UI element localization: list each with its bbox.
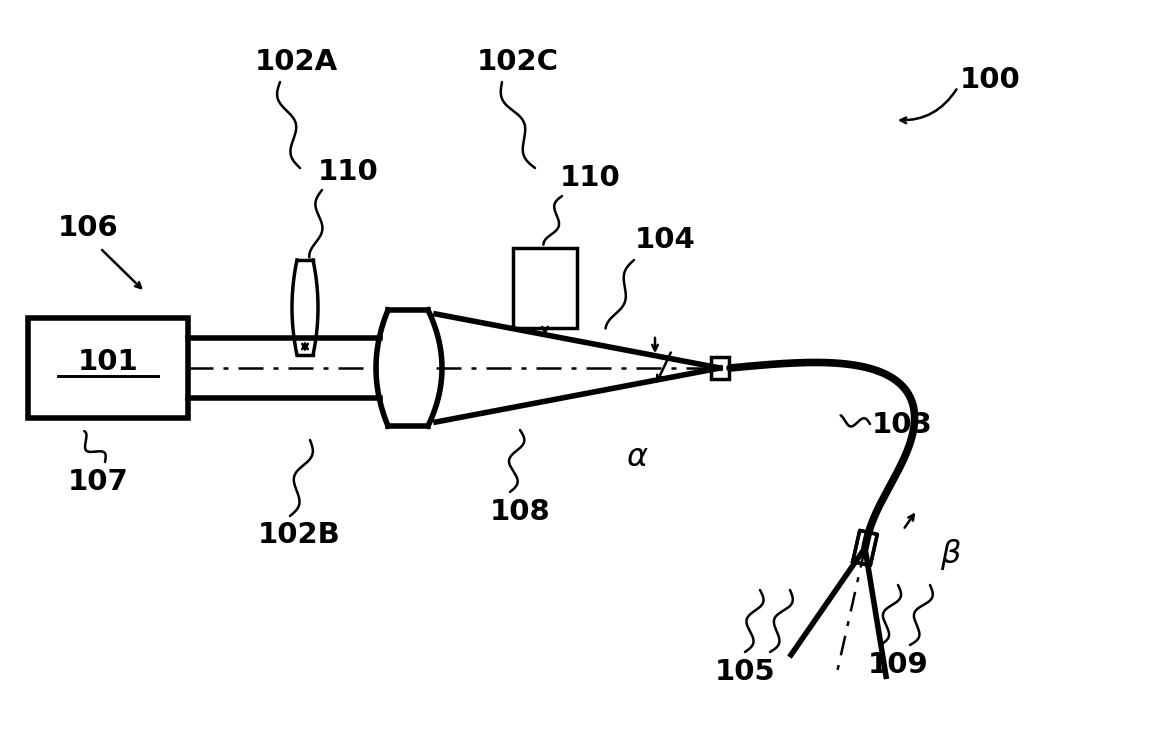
- Text: $\beta$: $\beta$: [940, 537, 962, 572]
- Text: 103: 103: [872, 411, 933, 439]
- Text: 109: 109: [868, 651, 929, 679]
- Text: 105: 105: [715, 658, 776, 686]
- Text: 108: 108: [490, 498, 550, 526]
- Text: 100: 100: [959, 66, 1021, 94]
- Text: 107: 107: [67, 468, 129, 496]
- Text: 102C: 102C: [477, 48, 559, 76]
- Text: 104: 104: [635, 226, 695, 254]
- Text: 101: 101: [78, 348, 138, 376]
- Bar: [513, 248, 577, 328]
- Text: 106: 106: [58, 214, 119, 242]
- Text: 110: 110: [317, 158, 379, 186]
- Text: $\alpha$: $\alpha$: [626, 443, 649, 473]
- Bar: [711, 357, 729, 379]
- Text: 102A: 102A: [255, 48, 338, 76]
- Text: 110: 110: [561, 164, 621, 192]
- Bar: [28, 318, 188, 418]
- Polygon shape: [852, 530, 877, 565]
- Text: 102B: 102B: [258, 521, 341, 549]
